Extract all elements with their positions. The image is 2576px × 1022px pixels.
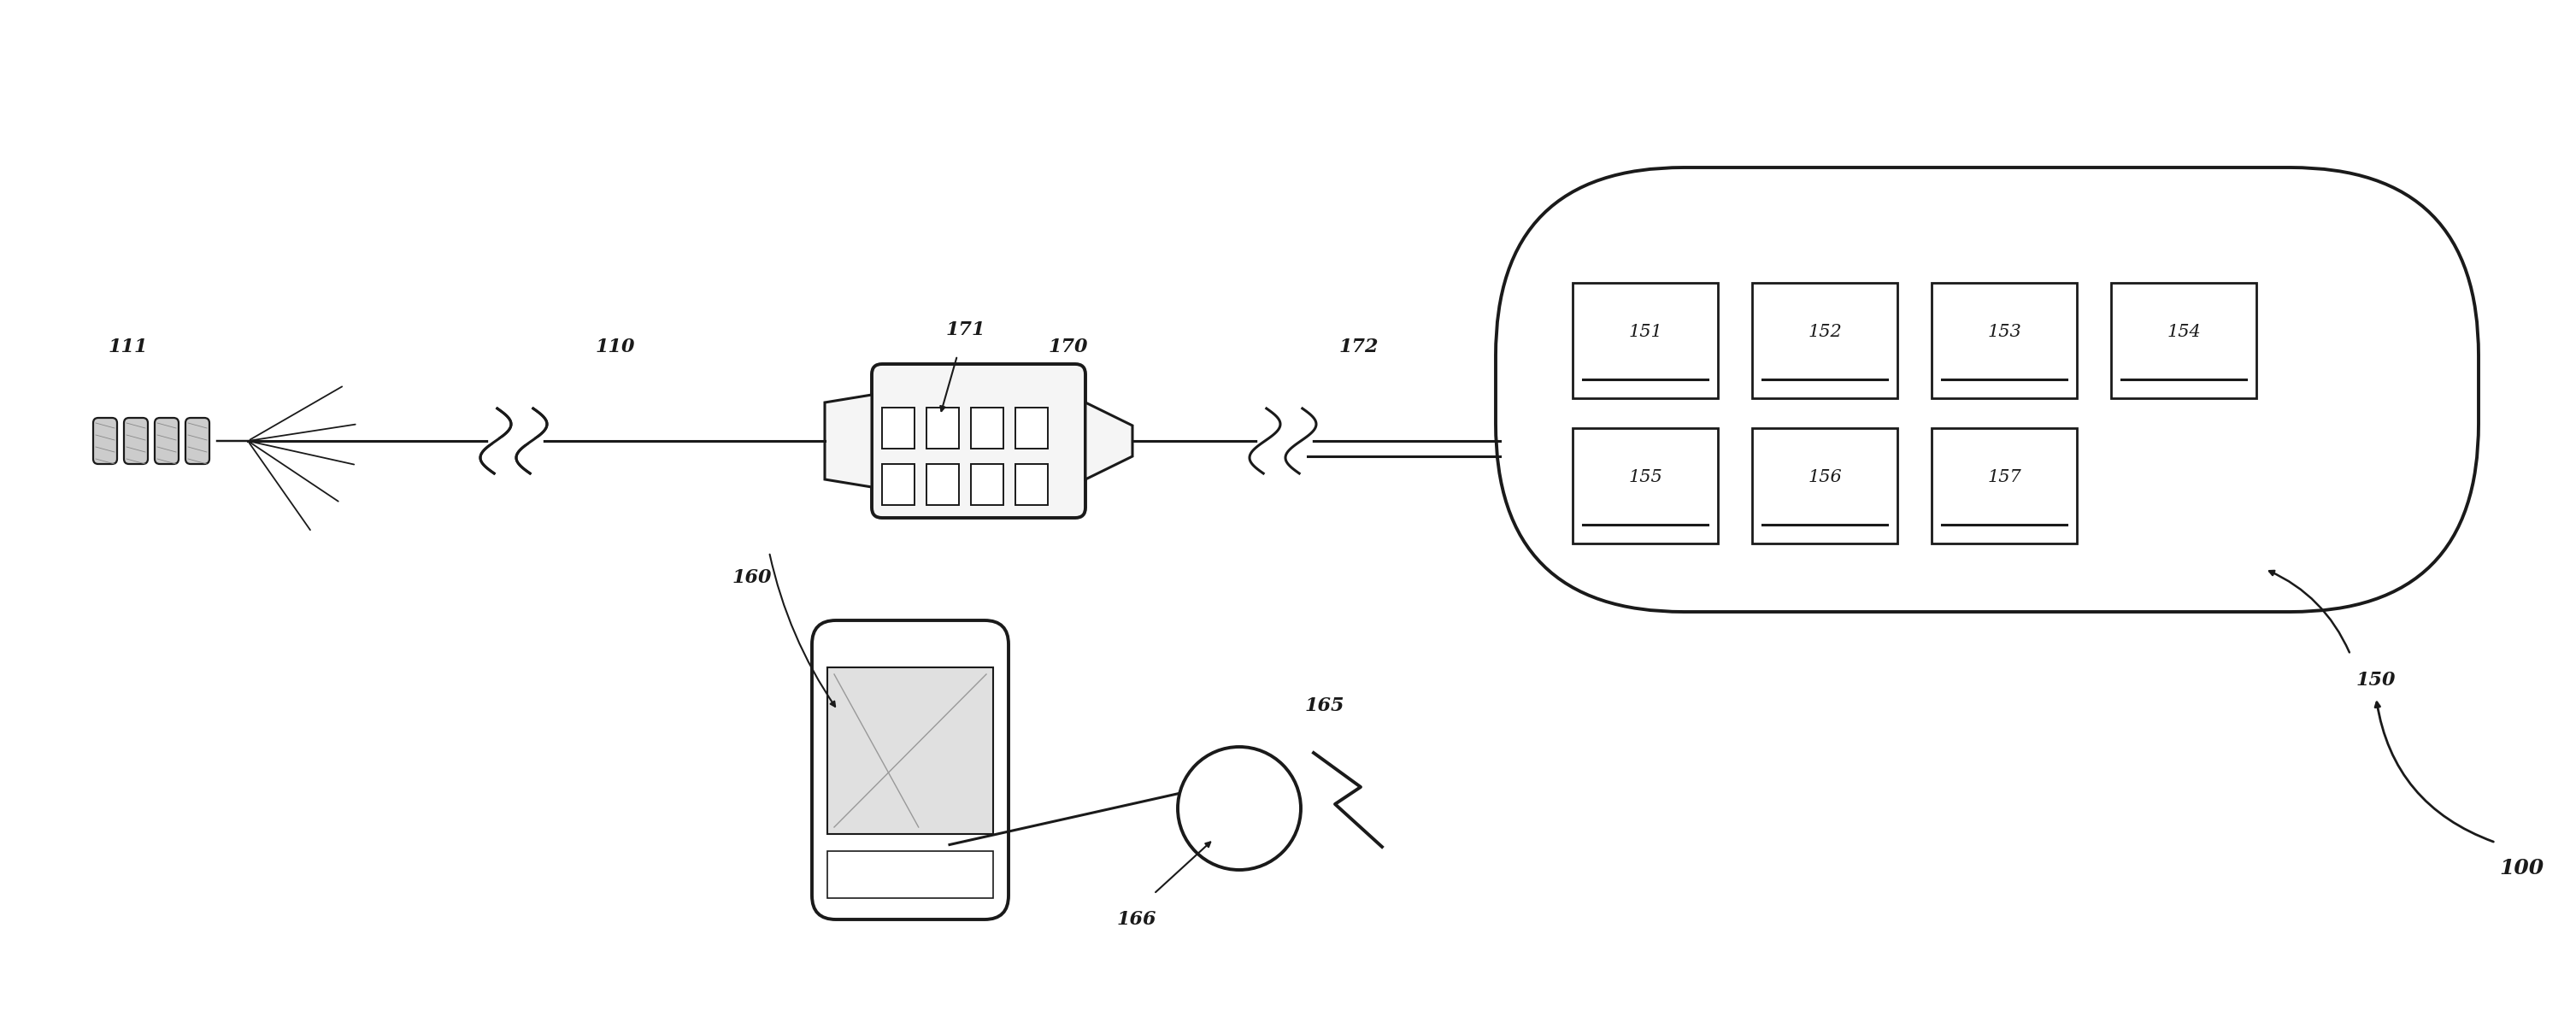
- Text: 172: 172: [1340, 337, 1378, 357]
- Bar: [1932, 283, 2076, 399]
- Text: 110: 110: [595, 337, 636, 357]
- FancyBboxPatch shape: [811, 620, 1010, 920]
- Bar: [1932, 428, 2076, 544]
- Bar: [1752, 428, 1899, 544]
- Bar: [971, 408, 1005, 449]
- Bar: [927, 408, 958, 449]
- Text: 154: 154: [2166, 324, 2200, 340]
- Bar: [881, 408, 914, 449]
- Text: 153: 153: [1986, 324, 2022, 340]
- Text: 157: 157: [1986, 469, 2022, 485]
- Bar: [881, 464, 914, 505]
- Text: 160: 160: [732, 568, 773, 587]
- Text: 111: 111: [108, 337, 147, 357]
- Bar: [1752, 283, 1899, 399]
- FancyBboxPatch shape: [155, 418, 178, 464]
- Bar: [971, 464, 1005, 505]
- Polygon shape: [1084, 403, 1133, 479]
- Circle shape: [1177, 747, 1301, 870]
- Bar: [2112, 283, 2257, 399]
- Text: 155: 155: [1628, 469, 1662, 485]
- FancyBboxPatch shape: [1497, 168, 2478, 612]
- FancyBboxPatch shape: [871, 364, 1084, 518]
- Text: 170: 170: [1048, 337, 1087, 357]
- Text: 151: 151: [1628, 324, 1662, 340]
- Bar: [1015, 408, 1048, 449]
- Bar: [1571, 428, 1718, 544]
- Bar: [827, 851, 994, 898]
- Text: 171: 171: [945, 321, 987, 339]
- Text: 100: 100: [2499, 857, 2543, 879]
- Text: 156: 156: [1808, 469, 1842, 485]
- FancyBboxPatch shape: [185, 418, 209, 464]
- Polygon shape: [824, 394, 871, 487]
- Bar: [1015, 464, 1048, 505]
- Text: 165: 165: [1306, 696, 1345, 715]
- FancyBboxPatch shape: [93, 418, 116, 464]
- FancyBboxPatch shape: [124, 418, 147, 464]
- Text: 150: 150: [2357, 670, 2396, 690]
- Bar: [1571, 283, 1718, 399]
- Bar: [927, 464, 958, 505]
- Text: 166: 166: [1118, 910, 1157, 929]
- Text: 152: 152: [1808, 324, 1842, 340]
- Bar: [827, 667, 994, 834]
